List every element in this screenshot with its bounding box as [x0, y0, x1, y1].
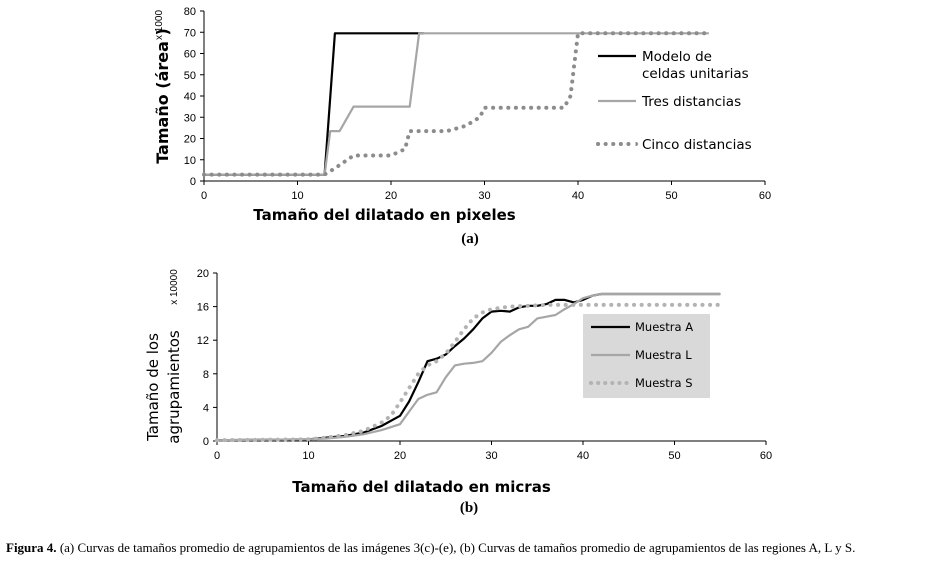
y-axis-title: Tamaño (área ) [153, 28, 172, 164]
figure-caption: Figura 4. (a) Curvas de tamaños promedio… [6, 540, 934, 556]
x-axis-title: Tamaño del dilatado en micras [292, 478, 551, 496]
x-tick-label: 60 [759, 190, 771, 202]
legend-label: celdas unitarias [642, 66, 749, 82]
y-multiplier-label: x 10000 [169, 269, 180, 305]
x-axis-title: Tamaño del dilatado en pixeles [253, 206, 515, 224]
y-tick-label: 50 [184, 70, 196, 82]
x-tick-label: 0 [214, 450, 220, 462]
x-tick-label: 50 [668, 450, 680, 462]
x-tick-label: 20 [394, 450, 406, 462]
y-tick-label: 10 [184, 155, 196, 167]
x-tick-label: 60 [760, 450, 772, 462]
legend: Muestra A Muestra L Muestra S [583, 314, 710, 398]
x-tick-label: 30 [478, 190, 490, 202]
x-tick-label: 10 [302, 450, 314, 462]
x-tick-label: 0 [201, 190, 207, 202]
y-tick-label: 30 [184, 112, 196, 124]
y-tick-label: 16 [197, 302, 209, 314]
series-line-modelo-de-celdas-unitarias [204, 32, 424, 176]
y-tick-label: 8 [203, 369, 209, 381]
x-tick-label: 20 [385, 190, 397, 202]
y-axis-title: Tamaño de los [144, 333, 162, 442]
y-tick-label: 80 [184, 6, 196, 18]
legend-label: Tres distancias [641, 94, 741, 110]
caption-label: Figura 4. [6, 540, 57, 555]
x-tick-label: 40 [577, 450, 589, 462]
y-tick-label: 0 [203, 436, 209, 448]
series-line-muestra-a [216, 292, 721, 442]
y-tick-label: 40 [184, 91, 196, 103]
y-tick-label: 4 [203, 402, 209, 414]
series-line-cinco-distancias [202, 31, 711, 177]
legend-label: Muestra L [635, 348, 692, 362]
series-line-tres-distancias [204, 32, 709, 176]
y-axis-title: agrupamientos [165, 330, 183, 444]
y-tick-label: 0 [190, 176, 196, 188]
y-multiplier-label: x 1000 [154, 10, 165, 40]
x-tick-label: 30 [485, 450, 497, 462]
caption-text: (a) Curvas de tamaños promedio de agrupa… [56, 540, 856, 555]
series-line-muestra-l [216, 292, 721, 442]
y-tick-label: 20 [197, 268, 209, 280]
y-tick-label: 12 [197, 335, 209, 347]
x-tick-label: 40 [572, 190, 584, 202]
legend-label: Muestra S [635, 376, 693, 390]
x-tick-label: 50 [665, 190, 677, 202]
chart-panel-0: 0 10 20 30 40 50 60 70 80 0 10 20 30 40 50 60 Tamaño del… [153, 6, 771, 247]
panel-label: (b) [460, 500, 478, 516]
y-tick-label: 70 [184, 27, 196, 39]
y-tick-label: 20 [184, 134, 196, 146]
legend-label: Modelo de [642, 49, 712, 65]
chart-panel-1: 0 4 8 12 16 20 0 10 20 30 40 50 60 Tamaño del dilatad… [144, 268, 772, 516]
x-tick-label: 10 [291, 190, 303, 202]
legend-label: Cinco distancias [642, 137, 752, 153]
y-tick-label: 60 [184, 49, 196, 61]
legend-label: Muestra A [635, 320, 693, 334]
panel-label: (a) [461, 231, 479, 247]
